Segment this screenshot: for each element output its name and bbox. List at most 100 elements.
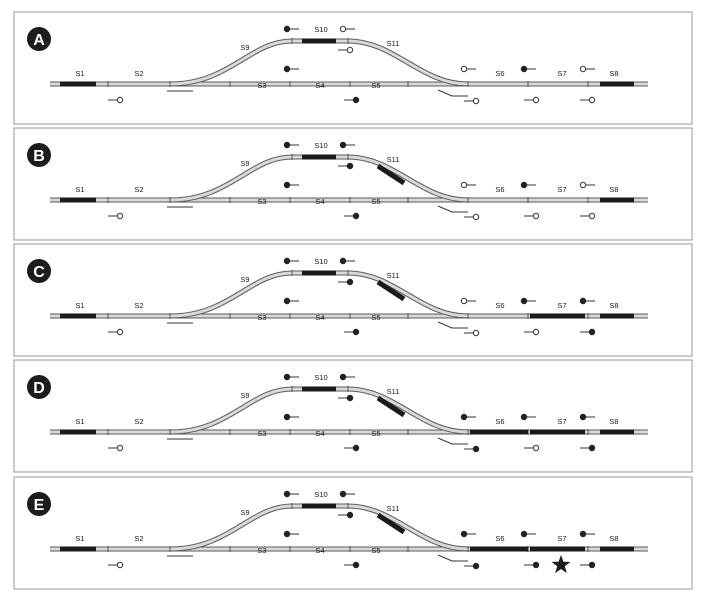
signal-lamp-lit xyxy=(352,444,360,452)
signal-lamp-lit xyxy=(579,297,587,305)
signal-s10-up-left xyxy=(283,490,299,498)
signal-s2-down xyxy=(108,328,124,336)
signal-lamp-lit xyxy=(283,373,291,381)
signal-s6-down-mid xyxy=(524,212,540,220)
section-label-s7: S7 xyxy=(557,185,566,194)
signal-lamp-unlit xyxy=(579,65,587,73)
signal-s10-up-left xyxy=(283,373,299,381)
signal-lamp-unlit xyxy=(116,328,124,336)
signal-s7-down xyxy=(580,96,596,104)
signal-lamp-unlit xyxy=(116,212,124,220)
signal-s2-down xyxy=(108,444,124,452)
panel-d: D S1 S2 S3 S4 S5 S6 S7 S8 S9 S10 S11 xyxy=(13,359,693,473)
panel-frame xyxy=(13,243,693,357)
panel-badge xyxy=(27,27,51,51)
section-label-s2: S2 xyxy=(134,417,143,426)
signal-s6-down-left xyxy=(464,213,480,221)
section-label-s3: S3 xyxy=(257,197,266,206)
panel-frame xyxy=(13,11,693,125)
section-label-s3: S3 xyxy=(257,313,266,322)
signal-s4-down xyxy=(344,444,360,452)
signal-lamp-unlit xyxy=(460,297,468,305)
section-label-s9: S9 xyxy=(240,508,249,517)
section-label-s8: S8 xyxy=(609,534,618,543)
signal-lamp-lit xyxy=(283,65,291,73)
section-label-s7: S7 xyxy=(557,534,566,543)
signal-s10-down xyxy=(338,394,354,402)
signal-lamp-lit xyxy=(283,490,291,498)
signal-lamp-lit xyxy=(283,413,291,421)
section-label-s11: S11 xyxy=(387,155,400,164)
signal-s10-up-left xyxy=(283,141,299,149)
signal-s2-down xyxy=(108,212,124,220)
section-label-s2: S2 xyxy=(134,185,143,194)
signal-lamp-unlit xyxy=(532,96,540,104)
panel-badge xyxy=(27,375,51,399)
signal-s4-up xyxy=(283,413,299,421)
signal-s6-down-left xyxy=(464,562,480,570)
signal-lamp-lit xyxy=(588,561,596,569)
signal-s2-down xyxy=(108,96,124,104)
panel-letter: D xyxy=(33,380,45,397)
signal-lamp-lit xyxy=(579,413,587,421)
signal-lamp-lit xyxy=(283,530,291,538)
section-label-s6: S6 xyxy=(495,185,504,194)
section-label-s10: S10 xyxy=(314,257,327,266)
signal-lamp-lit xyxy=(472,562,480,570)
signal-s6-up-right xyxy=(520,181,536,189)
section-label-s11: S11 xyxy=(387,387,400,396)
signal-s6-down-left xyxy=(464,445,480,453)
signal-lamp-lit xyxy=(283,297,291,305)
signal-lamp-lit xyxy=(339,257,347,265)
signal-s6-down-left xyxy=(464,97,480,105)
panel-letter: B xyxy=(33,148,45,165)
switch-indicator-right xyxy=(437,554,468,562)
signal-lamp-lit xyxy=(352,212,360,220)
panel-a: A S1 S2 S3 S4 S5 S6 S7 S8 S9 S10 S11 xyxy=(13,11,693,125)
signal-lamp-lit xyxy=(346,278,354,286)
signal-lamp-unlit xyxy=(116,96,124,104)
signal-lamp-lit xyxy=(339,490,347,498)
signal-s4-up xyxy=(283,65,299,73)
section-label-s1: S1 xyxy=(75,301,84,310)
signal-lamp-lit xyxy=(520,65,528,73)
signal-s7-down xyxy=(580,561,596,569)
section-label-s4: S4 xyxy=(315,197,324,206)
panel-frame xyxy=(13,359,693,473)
section-label-s6: S6 xyxy=(495,417,504,426)
section-label-s9: S9 xyxy=(240,391,249,400)
section-label-s1: S1 xyxy=(75,185,84,194)
signal-lamp-lit xyxy=(532,561,540,569)
signal-s6-up-left xyxy=(460,181,476,189)
section-label-s10: S10 xyxy=(314,373,327,382)
signal-lamp-lit xyxy=(460,413,468,421)
signal-lamp-lit xyxy=(588,328,596,336)
section-label-s7: S7 xyxy=(557,417,566,426)
section-label-s4: S4 xyxy=(315,429,324,438)
signal-lamp-lit xyxy=(283,25,291,33)
section-label-s11: S11 xyxy=(387,39,400,48)
signal-s10-down xyxy=(338,511,354,519)
signal-s4-down xyxy=(344,212,360,220)
signal-s6-up-left xyxy=(460,297,476,305)
signal-lamp-unlit xyxy=(579,181,587,189)
panel-letter: A xyxy=(33,32,45,49)
signal-s7-up xyxy=(579,530,595,538)
signal-s10-down xyxy=(338,278,354,286)
signal-s10-up-left xyxy=(283,257,299,265)
signal-lamp-unlit xyxy=(472,97,480,105)
signal-s6-up-left xyxy=(460,65,476,73)
signal-s4-down xyxy=(344,328,360,336)
signal-s6-up-right xyxy=(520,530,536,538)
signal-lamp-lit xyxy=(352,96,360,104)
section-label-s5: S5 xyxy=(371,197,380,206)
section-label-s3: S3 xyxy=(257,81,266,90)
star-icon xyxy=(551,555,571,574)
section-label-s8: S8 xyxy=(609,69,618,78)
switch-indicator-right xyxy=(437,437,468,445)
signal-lamp-unlit xyxy=(339,25,347,33)
signal-s7-up xyxy=(579,181,595,189)
signal-lamp-lit xyxy=(346,162,354,170)
section-label-s5: S5 xyxy=(371,429,380,438)
